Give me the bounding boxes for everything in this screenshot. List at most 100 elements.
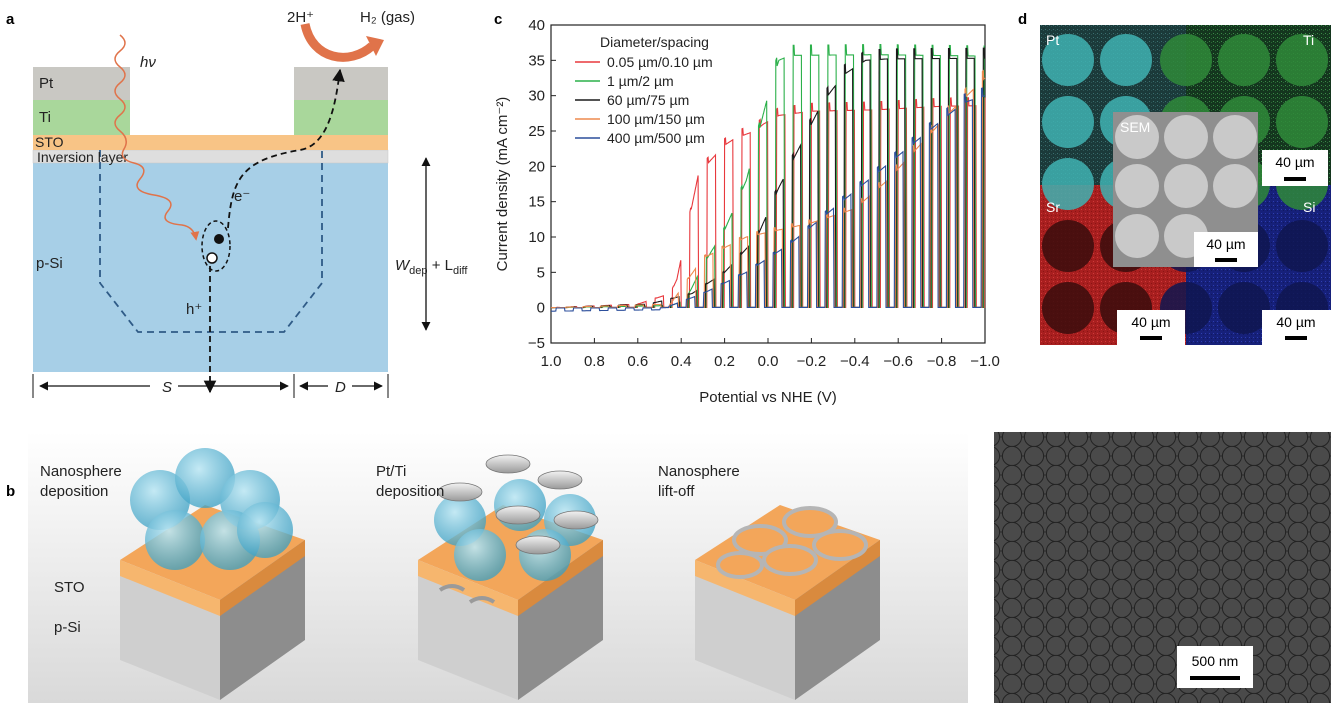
legend-entry-2: 1 µm/2 µm	[607, 73, 674, 89]
step-2-line2: deposition	[376, 483, 444, 500]
series-line-5	[551, 87, 986, 312]
panel-d-eds-maps: Pt Ti Sr Si SEM 40 µm 40 µm 40 µm 40 µm	[1040, 25, 1331, 345]
y-tick-label: 40	[528, 17, 545, 34]
y-tick-label: 20	[528, 158, 545, 175]
eds-disc	[1042, 34, 1094, 86]
electron-label: e⁻	[234, 188, 250, 205]
photon-label: hν	[140, 54, 156, 71]
eds-disc	[1160, 34, 1212, 86]
x-tick-label: −0.6	[883, 353, 913, 370]
hole-dot	[206, 252, 218, 264]
y-tick-label: 25	[528, 123, 545, 140]
depletion-region-outline	[99, 150, 323, 333]
process-block-2	[418, 454, 603, 700]
scale-bar-ti: 40 µm	[1262, 150, 1328, 186]
step-3-line2: lift-off	[658, 483, 695, 500]
svg-text:40 µm: 40 µm	[1276, 314, 1315, 330]
electron-path-arrow	[227, 68, 345, 229]
layer-label-psi: p-Si	[36, 255, 63, 272]
reaction-arrow-head	[366, 36, 384, 56]
scale-bar-sr: 40 µm	[1117, 310, 1185, 345]
x-axis-label: Potential vs NHE (V)	[699, 389, 837, 406]
eds-disc	[1042, 96, 1094, 148]
layer-label-inversion: Inversion layer	[37, 149, 128, 165]
product-label: H₂ (gas)	[360, 9, 415, 26]
x-tick-label: −0.4	[840, 353, 870, 370]
sem-disc-grid	[1115, 115, 1257, 258]
x-tick-label: 0.4	[671, 353, 692, 370]
y-tick-label: 15	[528, 194, 545, 211]
sem-disc	[1115, 115, 1159, 159]
depletion-width-label: Wdep + Ldiff	[395, 257, 468, 277]
layer-label-sto: STO	[35, 134, 64, 150]
eds-disc	[1218, 282, 1270, 334]
y-tick-label: −5	[528, 335, 545, 352]
scale-bar-sem: 40 µm	[1194, 232, 1258, 267]
svg-text:40 µm: 40 µm	[1131, 314, 1170, 330]
sem-hexagonal-image: 500 nm	[994, 432, 1331, 703]
sem-scale-label: 500 nm	[1192, 653, 1239, 669]
photon-arrow	[114, 34, 200, 241]
x-tick-label: 0.2	[714, 353, 735, 370]
panel-label-b: b	[6, 483, 15, 500]
eds-disc	[1042, 282, 1094, 334]
y-tick-label: 30	[528, 88, 545, 105]
sto-layer	[33, 135, 388, 150]
step-2-line1: Pt/Ti	[376, 463, 406, 480]
eds-disc	[1276, 220, 1328, 272]
scale-bar-si: 40 µm	[1262, 310, 1331, 345]
layer-label-ti: Ti	[39, 109, 51, 126]
layer-label-pt: Pt	[39, 75, 54, 92]
process-block-3	[695, 505, 880, 700]
sem-disc	[1115, 214, 1159, 258]
panel-c-chart: 1.0 0.8 0.6 0.4 0.2 0.0 −0.2 −0.4 −0.6 −0.8 −1.0 −5…	[494, 17, 1000, 406]
y-tick-label: 10	[528, 229, 545, 246]
reaction-arrow	[300, 22, 376, 62]
sem-disc	[1164, 164, 1208, 208]
y-tick-label: 5	[537, 264, 545, 281]
legend-entry-3: 60 µm/75 µm	[607, 92, 689, 108]
pt-layer-left	[33, 67, 130, 100]
sem-disc	[1164, 115, 1208, 159]
sem-disc	[1213, 115, 1257, 159]
panel-label-a: a	[6, 11, 15, 28]
eds-disc	[1042, 158, 1094, 210]
sem-disc	[1213, 164, 1257, 208]
sem-disc	[1115, 164, 1159, 208]
x-tick-label: 0.6	[627, 353, 648, 370]
eds-disc	[1276, 96, 1328, 148]
sem-scale-bar	[1190, 676, 1240, 680]
legend-entry-5: 400 µm/500 µm	[607, 130, 705, 146]
layer-label-b-psi: p-Si	[54, 619, 81, 636]
chart-series-group	[550, 44, 986, 312]
x-tick-label: 0.0	[758, 353, 779, 370]
chart-ticks: 1.0 0.8 0.6 0.4 0.2 0.0 −0.2 −0.4 −0.6 −0.8 −1.0 −5…	[528, 17, 1000, 370]
step-1-line2: deposition	[40, 483, 108, 500]
step-3-line1: Nanosphere	[658, 463, 740, 480]
x-tick-label: 1.0	[541, 353, 562, 370]
x-tick-label: −0.8	[927, 353, 957, 370]
panel-b-process: Nanosphere deposition Pt/Ti deposition N…	[28, 432, 968, 703]
dim-s-label: S	[162, 379, 172, 396]
dim-d-label: D	[335, 379, 346, 396]
x-tick-label: −0.2	[797, 353, 827, 370]
svg-text:40 µm: 40 µm	[1206, 236, 1245, 252]
sem-scale-box	[1177, 646, 1253, 688]
eds-disc	[1100, 34, 1152, 86]
ti-layer-left	[33, 100, 130, 135]
panel-label-d: d	[1018, 11, 1027, 28]
ti-layer-right	[294, 100, 388, 135]
eds-disc	[1276, 34, 1328, 86]
eds-label-pt: Pt	[1046, 32, 1059, 48]
y-tick-label: 0	[537, 300, 545, 317]
y-axis-label: Current density (mA cm⁻²)	[494, 97, 511, 272]
eds-disc	[1218, 34, 1270, 86]
legend-entry-4: 100 µm/150 µm	[607, 111, 705, 127]
process-block-1	[120, 448, 305, 700]
panel-a-schematic: Pt Ti STO Inversion layer p-Si hν e⁻ h⁺ …	[32, 9, 468, 398]
hole-label: h⁺	[186, 301, 202, 318]
panel-label-c: c	[494, 11, 502, 28]
reactant-label: 2H⁺	[287, 9, 314, 26]
x-tick-label: 0.8	[584, 353, 605, 370]
